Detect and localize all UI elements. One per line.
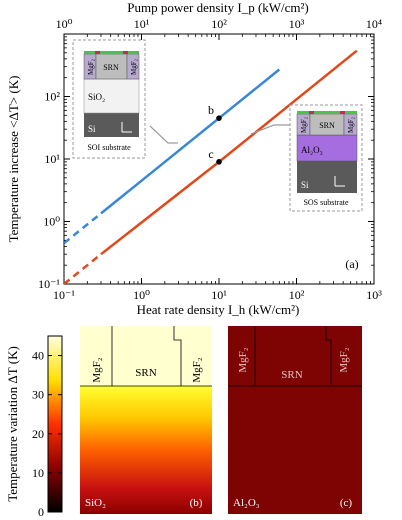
inset-soi-label-oxide: SiO₂ — [88, 92, 105, 102]
colorbar: 0 10 20 30 40 Temperature variation ΔT (K) — [5, 335, 63, 519]
panel-c-label: (c) — [340, 497, 353, 509]
inset-sos-si-layer — [297, 161, 357, 193]
colorbar-gradient — [47, 335, 63, 513]
panel-b-label-srn: SRN — [135, 367, 156, 379]
axis-ticks: 10⁻¹ 10⁰ 10¹ 10² 10³ 10⁰ 10¹ 10² 10³ 10⁴ 10⁻¹ 10⁰ 10… — [38, 17, 382, 302]
y-tick-label: 10⁰ — [43, 215, 60, 229]
top-x-tick-label: 10² — [211, 17, 227, 31]
inset-sos-label-oxide: Al₂O₃ — [301, 145, 323, 155]
inset-sos-label-mgf2-right: MgF₂ — [347, 116, 355, 133]
inset-sos: MgF₂ SRN MgF₂ Al₂O₃ Si SOS substrate — [289, 104, 363, 212]
series-1-dashed-line — [64, 212, 102, 245]
top-x-tick-label: 10³ — [289, 17, 305, 31]
inset-sos-axes-icon — [334, 176, 345, 187]
inset-soi: MgF₂ SRN MgF₂ SiO₂ Si SOI substrate — [72, 39, 146, 159]
x-axis-label: Heat rate density I_h (kW/cm²) — [137, 302, 300, 317]
inset-sos-label-si: Si — [301, 180, 309, 190]
inset-soi-label-mgf2-right: MgF₂ — [130, 58, 138, 75]
x-tick-label: 10¹ — [211, 288, 227, 302]
colorbar-label: Temperature variation ΔT (K) — [5, 346, 20, 502]
panel-b-device-layer — [80, 326, 212, 386]
panel-c-label-mgf2-right: MgF₂ — [338, 347, 350, 372]
top-x-tick-label: 10⁴ — [366, 17, 382, 31]
inset-soi-label-mgf2-left: MgF₂ — [87, 58, 95, 75]
colorbar-tick-label: 30 — [32, 388, 44, 402]
panel-c-label-srn: SRN — [281, 369, 302, 381]
y-tick-label: 10¹ — [44, 152, 60, 166]
colorbar-tick-label: 10 — [32, 466, 44, 480]
series-1-marker-label: b — [208, 103, 214, 117]
inset-connector-soi — [149, 125, 178, 144]
x-tick-label: 10⁰ — [133, 288, 150, 302]
panel-b: MgF₂ SRN MgF₂ SiO₂ (b) — [80, 326, 212, 514]
y-axis-label: Temperature increase <ΔT> (K) — [6, 76, 21, 243]
inset-soi-label-si: Si — [88, 124, 96, 134]
colorbar-tick-label: 0 — [38, 505, 44, 519]
inset-sos-caption: SOS substrate — [303, 198, 349, 207]
inset-soi-top-metal — [84, 51, 139, 54]
panel-b-substrate-label: SiO₂ — [85, 497, 106, 509]
series-lines: bc — [64, 49, 358, 284]
panel-b-label: (b) — [190, 497, 203, 509]
panel-b-label-mgf2-right: MgF₂ — [191, 357, 203, 382]
series-2-marker — [216, 159, 222, 165]
inset-soi-label-srn: SRN — [103, 63, 119, 72]
panel-c: MgF₂ SRN MgF₂ Al₂O₃ (c) — [228, 326, 362, 514]
inset-sos-top-metal — [297, 111, 357, 114]
y-tick-label: 10² — [44, 90, 60, 104]
panel-a: 10⁻¹ 10⁰ 10¹ 10² 10³ 10⁰ 10¹ 10² 10³ 10⁴ 10⁻¹ 10⁰ 10… — [6, 0, 382, 317]
inset-soi-caption: SOI substrate — [87, 143, 131, 152]
panel-c-substrate-label: Al₂O₃ — [233, 497, 260, 509]
colorbar-tick-label: 20 — [32, 427, 44, 441]
top-x-axis-label: Pump power density I_p (kW/cm²) — [127, 0, 309, 15]
top-x-tick-label: 10¹ — [134, 17, 150, 31]
top-x-tick-label: 10⁰ — [56, 17, 73, 31]
colorbar-ticks: 0 10 20 30 40 — [32, 349, 62, 519]
x-tick-label: 10² — [289, 288, 305, 302]
inset-sos-label-mgf2-left: MgF₂ — [300, 116, 308, 133]
series-1-marker — [216, 115, 222, 121]
panel-c-label-mgf2-left: MgF₂ — [237, 347, 249, 372]
panel-label-a: (a) — [345, 257, 358, 271]
inset-sos-label-srn: SRN — [319, 121, 335, 130]
x-tick-label: 10³ — [366, 288, 382, 302]
inset-soi-axes-icon — [121, 122, 132, 133]
colorbar-tick-label: 40 — [32, 349, 44, 363]
panel-b-substrate — [80, 386, 212, 514]
series-2-marker-label: c — [208, 147, 213, 161]
series-2-dashed-line — [64, 253, 102, 284]
y-tick-label: 10⁻¹ — [38, 277, 60, 291]
panel-c-substrate — [228, 326, 362, 514]
inset-connector-sos — [250, 124, 290, 135]
panel-b-label-mgf2-left: MgF₂ — [91, 357, 103, 382]
inset-soi-sio2-layer — [83, 78, 140, 114]
inset-soi-si-layer — [84, 113, 139, 137]
x-tick-label: 10⁻¹ — [53, 288, 75, 302]
